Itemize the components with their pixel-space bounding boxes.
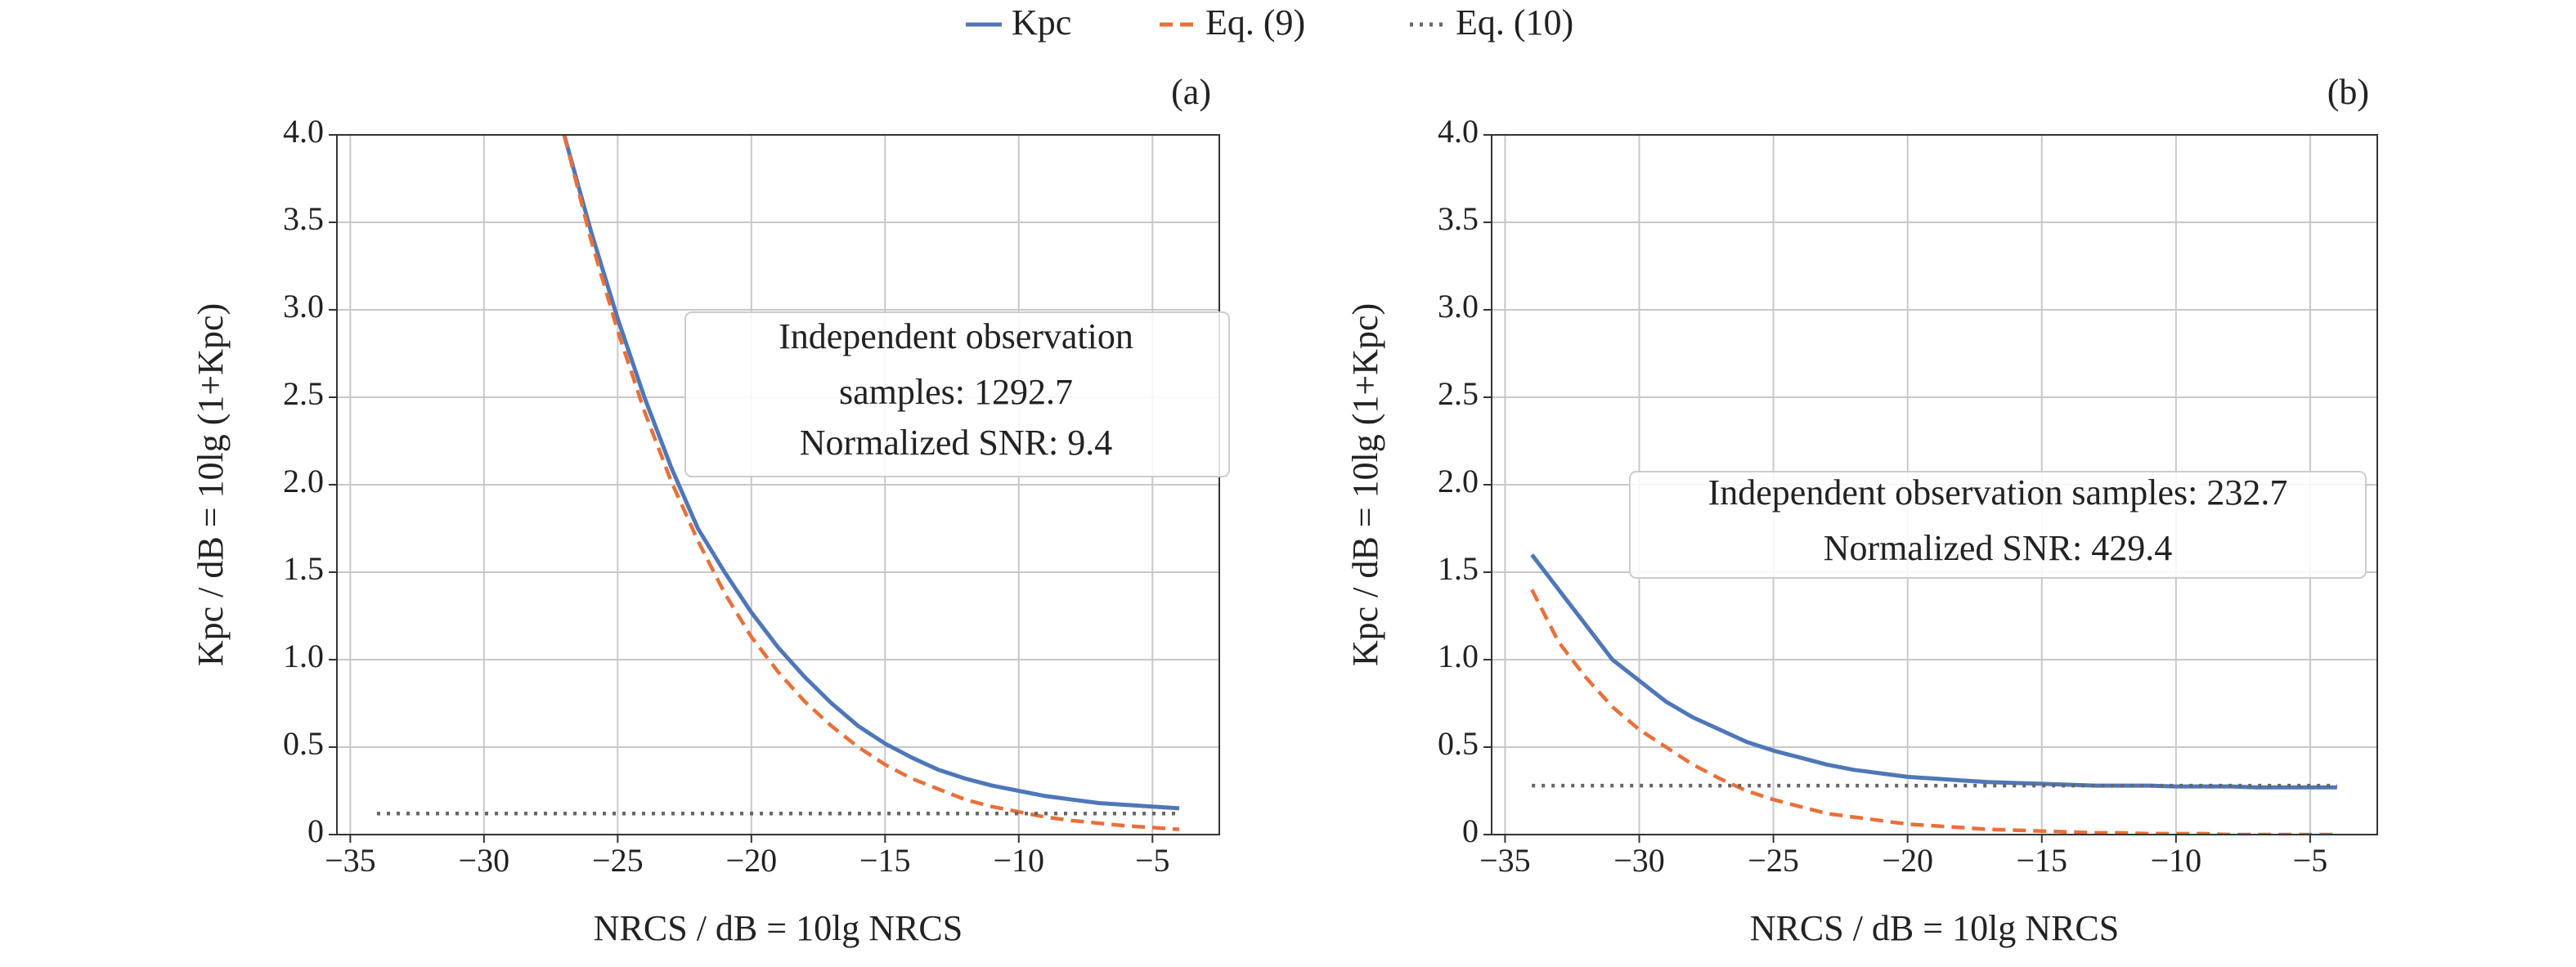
y-tick-label: 1.5 <box>1438 550 1479 587</box>
x-tick-label: −20 <box>726 842 778 879</box>
y-tick-label: 3.5 <box>1438 200 1479 237</box>
x-tick-label: −5 <box>2293 842 2328 879</box>
y-tick-label: 0 <box>307 813 324 849</box>
x-tick-label: −35 <box>325 842 376 879</box>
x-tick-label: −10 <box>2151 842 2202 879</box>
x-tick-label: −35 <box>1479 842 1531 879</box>
y-tick-label: 2.5 <box>1438 375 1479 412</box>
x-axis-label: NRCS / dB = 10lg NRCS <box>1750 908 2120 948</box>
x-tick-label: −25 <box>592 842 644 879</box>
x-tick-label: −30 <box>1613 842 1665 879</box>
annotation-text: Independent observation <box>779 316 1133 356</box>
x-tick-label: −20 <box>1882 842 1933 879</box>
y-axis-label: Kpc / dB = 10lg (1+Kpc) <box>1345 303 1385 666</box>
x-tick-label: −15 <box>2016 842 2067 879</box>
x-axis-label: NRCS / dB = 10lg NRCS <box>594 908 963 948</box>
panel-label: (a) <box>1171 72 1211 112</box>
legend-label: Eq. (9) <box>1205 2 1305 43</box>
y-tick-label: 3.5 <box>283 200 324 237</box>
series-line <box>1530 553 2337 790</box>
annotation-text: Normalized SNR: 9.4 <box>800 423 1113 463</box>
y-tick-label: 3.0 <box>283 288 324 325</box>
axes-frame <box>1491 134 2378 835</box>
series-line <box>1530 589 2337 835</box>
plot-lines <box>1530 553 2337 835</box>
x-tick-label: −30 <box>459 842 510 879</box>
annotation-box <box>1629 471 2367 579</box>
annotation-text: Independent observation samples: 232.7 <box>1708 472 2288 513</box>
annotation-text: Normalized SNR: 429.4 <box>1824 528 2173 568</box>
legend-label: Kpc <box>1012 2 1071 43</box>
axes-frame <box>336 134 1220 835</box>
y-tick-label: 2.5 <box>283 375 324 412</box>
y-tick-label: 2.0 <box>1438 463 1479 499</box>
y-tick-label: 0.5 <box>1438 725 1479 762</box>
y-tick-label: 4.0 <box>1438 113 1479 150</box>
annotation-box <box>684 311 1230 477</box>
y-axis-label: Kpc / dB = 10lg (1+Kpc) <box>191 303 231 666</box>
series-line <box>562 135 1180 811</box>
x-tick-label: −25 <box>1748 842 1799 879</box>
y-tick-label: 0 <box>1462 813 1479 849</box>
y-tick-label: 2.0 <box>283 463 324 499</box>
y-tick-label: 0.5 <box>283 725 324 762</box>
plot-lines <box>377 135 1180 831</box>
y-tick-label: 1.0 <box>283 638 324 674</box>
x-tick-label: −15 <box>859 842 911 879</box>
panel-label: (b) <box>2327 72 2369 112</box>
y-tick-label: 1.0 <box>1438 638 1479 674</box>
y-tick-label: 4.0 <box>283 113 324 150</box>
legend-label: Eq. (10) <box>1456 2 1573 43</box>
y-tick-label: 1.5 <box>283 550 324 587</box>
series-line <box>562 135 1180 831</box>
x-tick-label: −5 <box>1135 842 1170 879</box>
annotation-text: samples: 1292.7 <box>839 372 1073 412</box>
y-tick-label: 3.0 <box>1438 288 1479 325</box>
x-tick-label: −10 <box>993 842 1044 879</box>
